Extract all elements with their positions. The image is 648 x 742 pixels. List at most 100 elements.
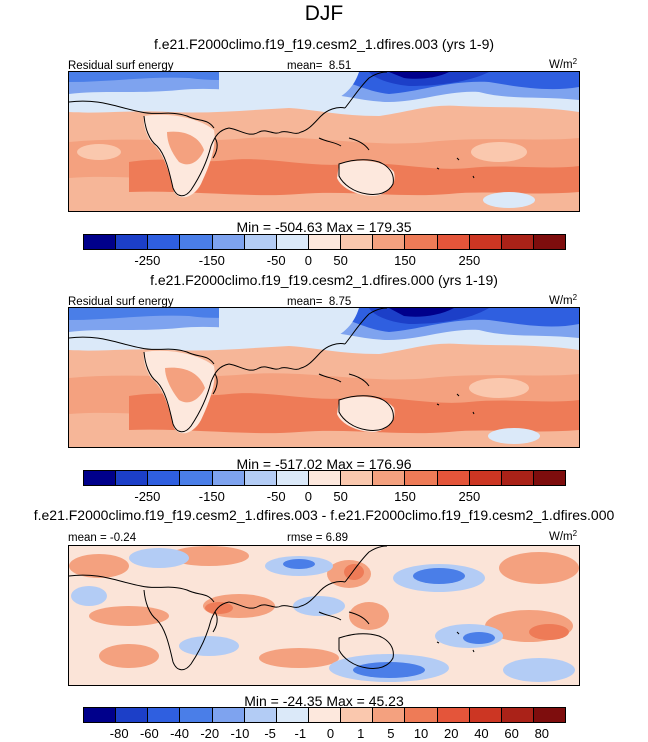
colorbar-swatch <box>373 235 406 249</box>
panel2-map <box>68 307 580 448</box>
panel3-title: f.e21.F2000climo.f19_f19.cesm2_1.dfires.… <box>33 507 615 523</box>
panel1-mean-value: 8.51 <box>328 60 352 72</box>
colorbar-swatch <box>212 235 245 249</box>
colorbar-tick-label: 150 <box>394 253 416 268</box>
panel1-map <box>68 71 580 212</box>
colorbar-tick-label: 0 <box>304 253 313 268</box>
colorbar-tick-label: 0 <box>304 489 313 504</box>
panel3-mean: mean = -0.24 <box>68 532 137 544</box>
colorbar-tick-label: -1 <box>294 726 307 741</box>
colorbar-tick-label: 5 <box>387 726 395 741</box>
panel2-mean-label: mean= <box>287 296 323 308</box>
colorbar-swatch <box>533 235 566 249</box>
panel1-title: f.e21.F2000climo.f19_f19.cesm2_1.dfires.… <box>153 36 495 52</box>
colorbar-tick-label: -250 <box>134 489 161 504</box>
panel1-colorbar-ticks: -250 -150 -50 0 50 150 250 <box>83 253 566 269</box>
colorbar-tick-label: -80 <box>109 726 129 741</box>
colorbar-tick-label: 40 <box>474 726 489 741</box>
colorbar-tick-label: -40 <box>170 726 189 741</box>
colorbar-swatch <box>405 471 438 485</box>
colorbar-swatch <box>116 708 149 722</box>
colorbar-tick-label: 10 <box>413 726 429 741</box>
colorbar-swatch <box>533 471 566 485</box>
colorbar-swatch <box>373 471 406 485</box>
colorbar-swatch <box>276 471 309 485</box>
colorbar-tick-label: -60 <box>139 726 159 741</box>
panel2-variable-label: Residual surf energy <box>68 296 174 308</box>
colorbar-swatch <box>244 471 277 485</box>
colorbar-swatch <box>244 708 277 722</box>
colorbar-swatch <box>84 708 117 722</box>
panel1-colorbar <box>83 234 566 250</box>
panel2-min-max: Min = -517.02 Max = 176.96 <box>236 456 412 472</box>
panel3-colorbar <box>83 707 566 723</box>
colorbar-swatch <box>469 235 502 249</box>
colorbar-swatch <box>148 471 181 485</box>
colorbar-tick-label: -50 <box>266 489 286 504</box>
colorbar-swatch <box>405 235 438 249</box>
colorbar-tick-label: 250 <box>458 253 481 268</box>
colorbar-swatch <box>308 471 342 485</box>
colorbar-tick-label: 60 <box>504 726 519 741</box>
panel3-units: W/m2 <box>549 529 578 543</box>
colorbar-swatch <box>308 235 342 249</box>
colorbar-tick-label: 50 <box>333 489 348 504</box>
colorbar-swatch <box>501 235 534 249</box>
season-title: DJF <box>304 2 344 25</box>
colorbar-swatch <box>180 708 213 722</box>
colorbar-swatch <box>437 471 470 485</box>
panel3-min-max: Min = -24.35 Max = 45.23 <box>244 693 404 709</box>
colorbar-swatch <box>116 471 149 485</box>
colorbar-swatch <box>180 471 213 485</box>
colorbar-tick-label: 80 <box>534 726 550 741</box>
colorbar-swatch <box>341 471 374 485</box>
colorbar-swatch <box>533 708 566 722</box>
colorbar-swatch <box>276 235 309 249</box>
colorbar-swatch <box>148 235 181 249</box>
colorbar-swatch <box>84 235 117 249</box>
colorbar-swatch <box>148 708 181 722</box>
colorbar-swatch <box>276 708 309 722</box>
colorbar-tick-label: -5 <box>264 726 276 741</box>
panel2-title: f.e21.F2000climo.f19_f19.cesm2_1.dfires.… <box>150 272 498 288</box>
colorbar-swatch <box>469 708 502 722</box>
colorbar-tick-label: -50 <box>266 253 286 268</box>
panel1-units: W/m2 <box>549 57 578 71</box>
colorbar-swatch <box>244 235 277 249</box>
colorbar-tick-label: 0 <box>326 726 335 741</box>
panel2-colorbar <box>83 470 566 486</box>
colorbar-swatch <box>212 471 245 485</box>
colorbar-swatch <box>437 235 470 249</box>
panel1-mean: mean= 8.51 <box>287 60 351 72</box>
colorbar-tick-label: -150 <box>198 489 225 504</box>
panel2-mean-value: 8.75 <box>328 296 352 308</box>
colorbar-swatch <box>116 235 149 249</box>
colorbar-swatch <box>341 235 374 249</box>
colorbar-tick-label: -10 <box>230 726 250 741</box>
colorbar-swatch <box>501 708 534 722</box>
colorbar-tick-label: 150 <box>394 489 416 504</box>
colorbar-tick-label: 20 <box>444 726 459 741</box>
colorbar-swatch <box>437 708 470 722</box>
colorbar-swatch <box>501 471 534 485</box>
panel3-rmse: rmse = 6.89 <box>287 532 349 544</box>
colorbar-swatch <box>373 708 406 722</box>
colorbar-swatch <box>308 708 342 722</box>
panel1-min-max: Min = -504.63 Max = 179.35 <box>236 219 412 235</box>
panel1-mean-label: mean= <box>287 60 323 72</box>
colorbar-tick-label: -20 <box>200 726 220 741</box>
colorbar-tick-label: 50 <box>333 253 348 268</box>
panel3-map <box>68 545 580 686</box>
colorbar-swatch <box>84 471 117 485</box>
colorbar-swatch <box>180 235 213 249</box>
colorbar-swatch <box>341 708 374 722</box>
panel2-colorbar-ticks: -250 -150 -50 0 50 150 250 <box>83 489 566 505</box>
colorbar-tick-label: 1 <box>357 726 365 741</box>
colorbar-swatch <box>405 708 438 722</box>
colorbar-tick-label: 250 <box>458 489 481 504</box>
colorbar-swatch <box>469 471 502 485</box>
panel2-units: W/m2 <box>549 293 578 307</box>
panel1-variable-label: Residual surf energy <box>68 60 174 72</box>
colorbar-swatch <box>212 708 245 722</box>
colorbar-tick-label: -150 <box>198 253 225 268</box>
